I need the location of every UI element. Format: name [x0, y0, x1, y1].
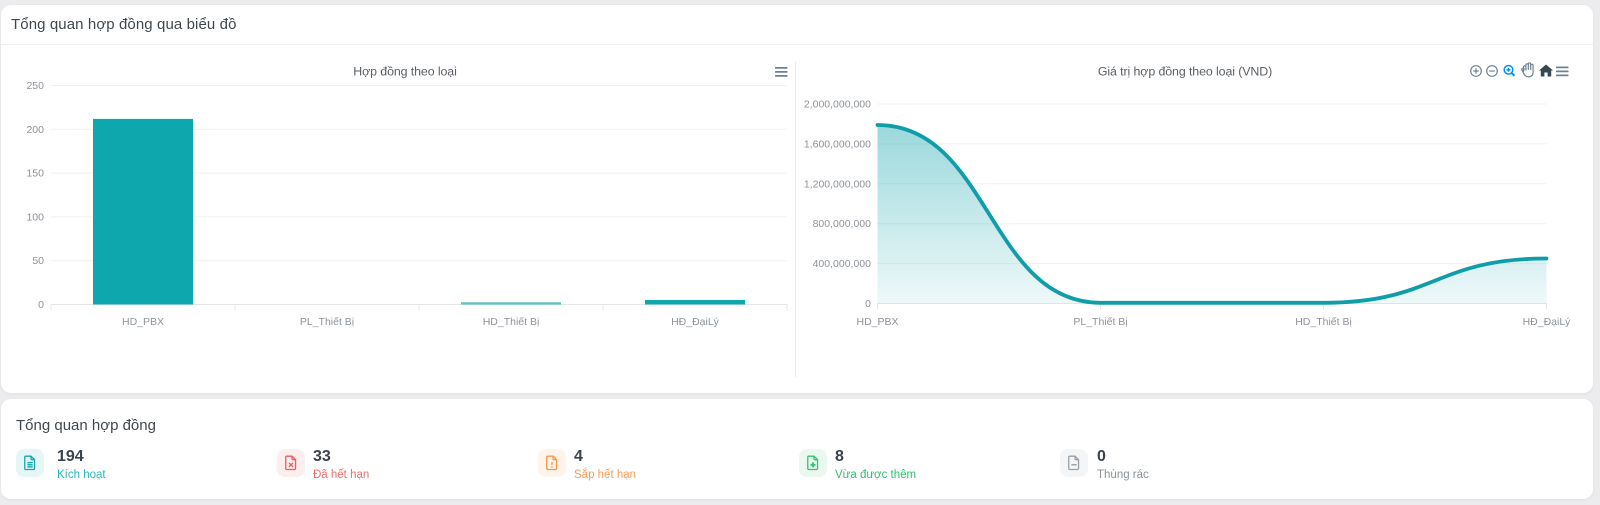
svg-text:2,000,000,000: 2,000,000,000 — [804, 99, 871, 111]
svg-text:0: 0 — [38, 299, 44, 311]
svg-text:1,600,000,000: 1,600,000,000 — [804, 138, 871, 150]
svg-text:HĐ_ĐạiLý: HĐ_ĐạiLý — [1523, 316, 1572, 328]
svg-text:PL_Thiết Bị: PL_Thiết Bị — [1073, 316, 1127, 328]
svg-text:200: 200 — [26, 124, 44, 136]
svg-text:50: 50 — [32, 255, 44, 267]
svg-text:400,000,000: 400,000,000 — [813, 258, 872, 270]
svg-text:HĐ_ĐạiLý: HĐ_ĐạiLý — [671, 316, 720, 328]
svg-text:0: 0 — [865, 298, 871, 310]
svg-text:HD_PBX: HD_PBX — [122, 316, 164, 328]
svg-text:PL_Thiết Bị: PL_Thiết Bị — [300, 316, 354, 328]
svg-text:250: 250 — [26, 80, 44, 92]
svg-text:100: 100 — [26, 211, 44, 223]
svg-text:HD_PBX: HD_PBX — [856, 316, 898, 328]
svg-text:HD_Thiết Bị: HD_Thiết Bị — [483, 316, 540, 328]
svg-text:150: 150 — [26, 168, 44, 180]
svg-text:Giá trị hợp đồng theo loại (VN: Giá trị hợp đồng theo loại (VND) — [1098, 65, 1272, 79]
svg-text:1,200,000,000: 1,200,000,000 — [804, 178, 871, 190]
svg-text:800,000,000: 800,000,000 — [813, 218, 872, 230]
svg-text:HD_Thiết Bị: HD_Thiết Bị — [1295, 316, 1352, 328]
svg-text:Hợp đồng theo loại: Hợp đồng theo loại — [353, 65, 456, 79]
